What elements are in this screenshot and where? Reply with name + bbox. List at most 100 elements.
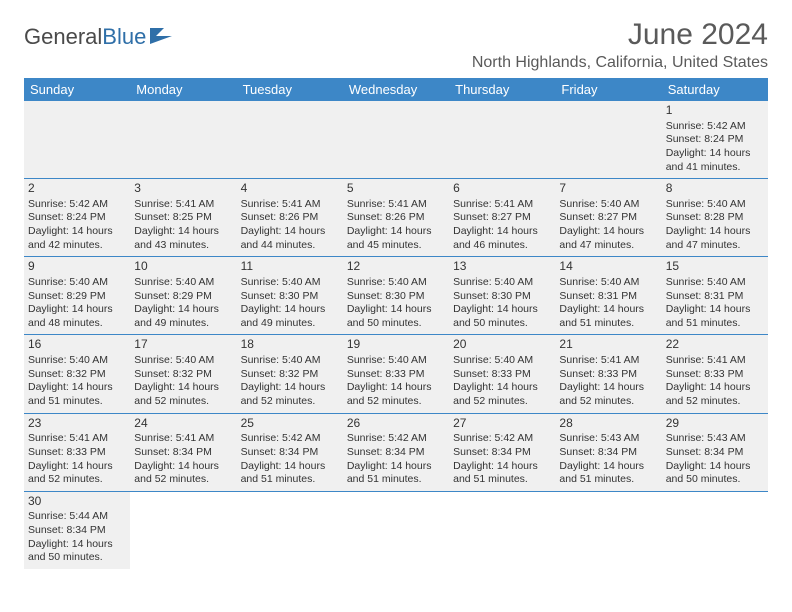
day-number: 3 [134,181,232,197]
day-number: 4 [241,181,339,197]
day-cell: 19Sunrise: 5:40 AMSunset: 8:33 PMDayligh… [343,335,449,412]
day-number: 10 [134,259,232,275]
day-detail-line: Sunset: 8:32 PM [241,368,339,382]
day-detail-line: and 51 minutes. [28,395,126,409]
day-detail-line: Sunrise: 5:42 AM [28,198,126,212]
day-number: 27 [453,416,551,432]
day-detail-line: Daylight: 14 hours [28,381,126,395]
day-detail-line: and 50 minutes. [666,473,764,487]
day-cell: 10Sunrise: 5:40 AMSunset: 8:29 PMDayligh… [130,257,236,334]
day-detail-line: and 44 minutes. [241,239,339,253]
calendar: SundayMondayTuesdayWednesdayThursdayFrid… [24,78,768,569]
day-cell: 24Sunrise: 5:41 AMSunset: 8:34 PMDayligh… [130,414,236,491]
day-number: 14 [559,259,657,275]
day-cell: 11Sunrise: 5:40 AMSunset: 8:30 PMDayligh… [237,257,343,334]
day-detail-line: and 52 minutes. [559,395,657,409]
day-detail-line: Sunrise: 5:40 AM [559,198,657,212]
day-cell: 2Sunrise: 5:42 AMSunset: 8:24 PMDaylight… [24,179,130,256]
day-detail-line: Sunset: 8:27 PM [453,211,551,225]
day-cell: 1Sunrise: 5:42 AMSunset: 8:24 PMDaylight… [662,101,768,178]
day-cell: 29Sunrise: 5:43 AMSunset: 8:34 PMDayligh… [662,414,768,491]
day-cell: 16Sunrise: 5:40 AMSunset: 8:32 PMDayligh… [24,335,130,412]
day-detail-line: Sunrise: 5:42 AM [453,432,551,446]
month-title: June 2024 [472,18,768,52]
day-cell: 8Sunrise: 5:40 AMSunset: 8:28 PMDaylight… [662,179,768,256]
day-detail-line: Sunrise: 5:40 AM [241,354,339,368]
day-detail-line: Daylight: 14 hours [241,303,339,317]
day-cell [662,492,768,569]
day-detail-line: Daylight: 14 hours [453,225,551,239]
weekday-header-cell: Wednesday [343,78,449,101]
weeks-container: 1Sunrise: 5:42 AMSunset: 8:24 PMDaylight… [24,101,768,569]
day-detail-line: and 52 minutes. [666,395,764,409]
day-cell: 23Sunrise: 5:41 AMSunset: 8:33 PMDayligh… [24,414,130,491]
day-detail-line: Sunrise: 5:41 AM [241,198,339,212]
day-detail-line: Sunset: 8:29 PM [134,290,232,304]
day-detail-line: Daylight: 14 hours [666,225,764,239]
day-detail-line: Sunrise: 5:42 AM [666,120,764,134]
day-detail-line: and 51 minutes. [559,317,657,331]
day-cell [130,492,236,569]
day-cell [237,101,343,178]
day-cell: 14Sunrise: 5:40 AMSunset: 8:31 PMDayligh… [555,257,661,334]
day-number: 5 [347,181,445,197]
day-detail-line: Sunset: 8:30 PM [347,290,445,304]
day-detail-line: Sunset: 8:34 PM [134,446,232,460]
day-cell: 18Sunrise: 5:40 AMSunset: 8:32 PMDayligh… [237,335,343,412]
day-number: 1 [666,103,764,119]
day-detail-line: and 51 minutes. [453,473,551,487]
day-detail-line: and 52 minutes. [453,395,551,409]
day-number: 8 [666,181,764,197]
day-number: 22 [666,337,764,353]
day-detail-line: and 51 minutes. [347,473,445,487]
day-detail-line: Sunset: 8:34 PM [28,524,126,538]
day-number: 20 [453,337,551,353]
weekday-header-cell: Thursday [449,78,555,101]
day-detail-line: and 42 minutes. [28,239,126,253]
day-detail-line: Sunset: 8:26 PM [241,211,339,225]
day-detail-line: and 46 minutes. [453,239,551,253]
week-row: 1Sunrise: 5:42 AMSunset: 8:24 PMDaylight… [24,101,768,179]
day-detail-line: Sunset: 8:34 PM [241,446,339,460]
day-detail-line: Sunset: 8:30 PM [241,290,339,304]
day-detail-line: Daylight: 14 hours [134,225,232,239]
day-detail-line: Sunset: 8:28 PM [666,211,764,225]
day-detail-line: Daylight: 14 hours [559,460,657,474]
day-detail-line: Sunset: 8:33 PM [347,368,445,382]
day-cell: 15Sunrise: 5:40 AMSunset: 8:31 PMDayligh… [662,257,768,334]
day-cell: 12Sunrise: 5:40 AMSunset: 8:30 PMDayligh… [343,257,449,334]
day-number: 25 [241,416,339,432]
day-detail-line: Daylight: 14 hours [453,303,551,317]
day-cell [237,492,343,569]
day-detail-line: Daylight: 14 hours [666,303,764,317]
day-cell: 17Sunrise: 5:40 AMSunset: 8:32 PMDayligh… [130,335,236,412]
day-detail-line: Sunrise: 5:41 AM [134,198,232,212]
day-detail-line: Daylight: 14 hours [347,225,445,239]
day-detail-line: Sunrise: 5:41 AM [28,432,126,446]
day-detail-line: Daylight: 14 hours [134,381,232,395]
day-detail-line: Daylight: 14 hours [559,381,657,395]
day-cell: 7Sunrise: 5:40 AMSunset: 8:27 PMDaylight… [555,179,661,256]
day-cell: 25Sunrise: 5:42 AMSunset: 8:34 PMDayligh… [237,414,343,491]
day-detail-line: Daylight: 14 hours [666,147,764,161]
day-cell: 30Sunrise: 5:44 AMSunset: 8:34 PMDayligh… [24,492,130,569]
week-row: 2Sunrise: 5:42 AMSunset: 8:24 PMDaylight… [24,179,768,257]
day-detail-line: Sunrise: 5:40 AM [666,198,764,212]
day-detail-line: Daylight: 14 hours [241,460,339,474]
day-detail-line: Daylight: 14 hours [241,381,339,395]
day-cell [555,492,661,569]
day-detail-line: Daylight: 14 hours [666,460,764,474]
day-detail-line: Daylight: 14 hours [134,303,232,317]
day-number: 6 [453,181,551,197]
day-detail-line: Sunrise: 5:44 AM [28,510,126,524]
day-detail-line: Sunrise: 5:41 AM [453,198,551,212]
day-number: 17 [134,337,232,353]
day-number: 24 [134,416,232,432]
day-detail-line: and 47 minutes. [666,239,764,253]
day-detail-line: Sunset: 8:34 PM [559,446,657,460]
weekday-header-cell: Friday [555,78,661,101]
day-detail-line: Sunset: 8:27 PM [559,211,657,225]
day-number: 2 [28,181,126,197]
day-detail-line: Sunrise: 5:40 AM [241,276,339,290]
day-detail-line: Sunset: 8:29 PM [28,290,126,304]
